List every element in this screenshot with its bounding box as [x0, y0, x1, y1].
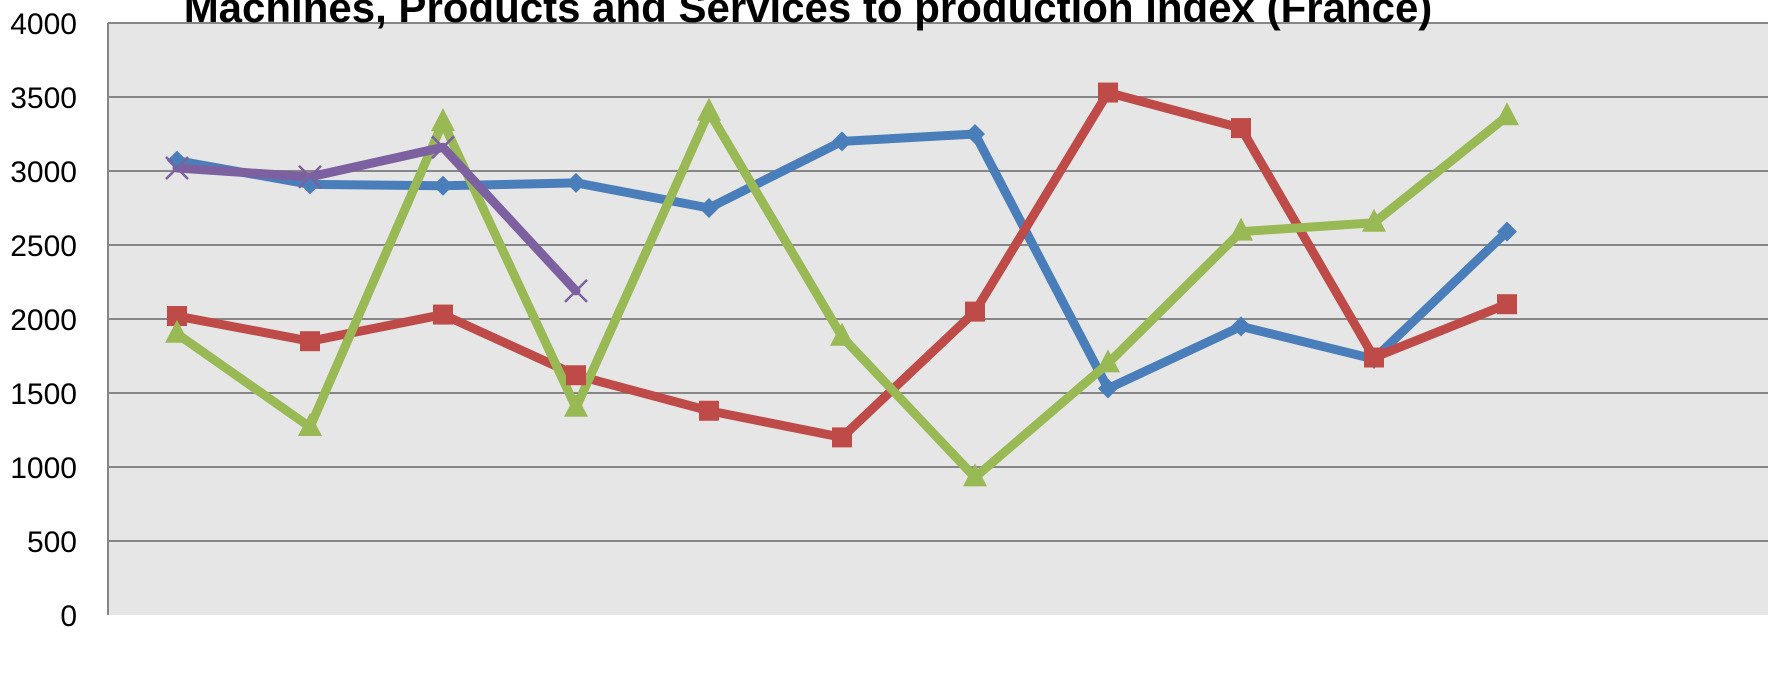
series-1-point-4 — [566, 172, 586, 193]
series-3-point-1 — [165, 319, 189, 343]
series-3-point-5 — [697, 97, 721, 121]
series-1-point-6 — [832, 131, 852, 152]
y-tick-label-500: 500 — [27, 526, 77, 559]
series-3-point-3 — [431, 108, 455, 132]
series-2-point-10 — [1364, 347, 1384, 368]
series-4-line — [172, 142, 581, 296]
y-axis-tick-labels: 0 500 1000 1500 2000 2500 3000 3500 4000 — [10, 8, 77, 633]
y-tick-label-3000: 3000 — [10, 156, 77, 189]
series-1-point-7 — [965, 124, 985, 144]
series-1-point-1 — [167, 150, 187, 171]
series-2-point-8 — [1098, 82, 1118, 103]
series-2-point-3 — [433, 304, 453, 325]
series-2-point-7 — [965, 301, 985, 322]
y-tick-label-0: 0 — [60, 600, 77, 633]
series-3-point-8 — [1096, 349, 1120, 373]
y-tick-label-3500: 3500 — [10, 82, 77, 115]
series-1-point-5 — [699, 198, 719, 218]
series-1-point-2 — [300, 174, 320, 195]
series-4-point-2 — [298, 165, 322, 189]
series-1-point-9 — [1231, 316, 1251, 337]
gridlines — [108, 22, 1768, 542]
series-3-point-7 — [963, 463, 987, 487]
series-3-point-9 — [1229, 217, 1253, 241]
y-tick-label-2500: 2500 — [10, 230, 77, 263]
series-1-point-8 — [1098, 378, 1118, 399]
series-markers — [165, 82, 1519, 487]
series-3-point-11 — [1495, 102, 1519, 126]
series-3-point-2 — [298, 413, 322, 437]
series-3-point-6 — [830, 322, 854, 346]
y-tick-label-1500: 1500 — [10, 378, 77, 411]
chart-title: Machines, Products and Services to produ… — [184, 0, 1433, 31]
y-tick-label-4000: 4000 — [10, 8, 77, 41]
y-tick-label-1000: 1000 — [10, 452, 77, 485]
series-2-point-2 — [300, 331, 320, 352]
series-3-point-4 — [564, 393, 588, 417]
series-2-point-9 — [1231, 118, 1251, 139]
series-2-point-4 — [566, 365, 586, 386]
y-tick-label-2000: 2000 — [10, 304, 77, 337]
series-1-point-11 — [1497, 221, 1517, 242]
series-2-point-5 — [699, 400, 719, 421]
series-1-point-3 — [433, 175, 453, 196]
series-2-point-1 — [167, 306, 187, 327]
series-2-point-6 — [832, 427, 852, 448]
series-4-point-4 — [564, 278, 588, 303]
series-4-point-1 — [165, 156, 189, 180]
series-4-point-3 — [431, 135, 455, 160]
series-2-point-11 — [1497, 294, 1517, 315]
series-3-point-10 — [1362, 208, 1386, 232]
